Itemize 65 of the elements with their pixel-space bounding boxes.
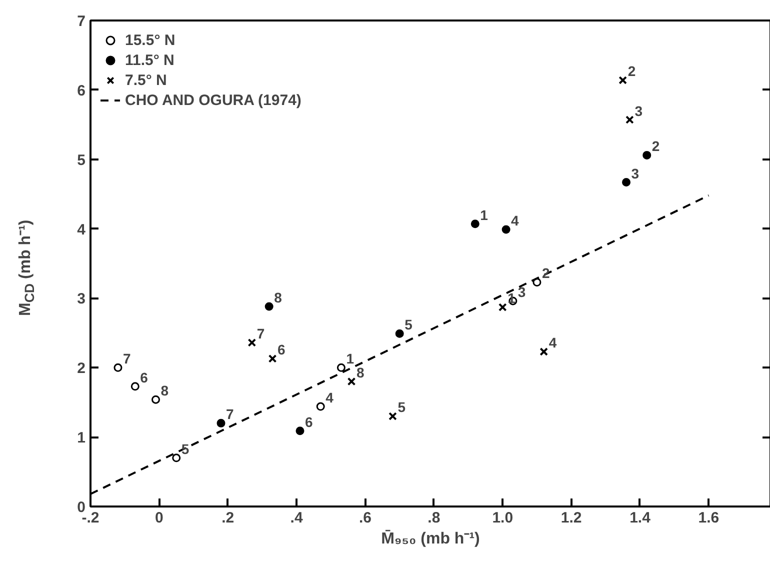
point [618,76,628,84]
point [114,363,122,372]
x-tick-label: 1.6 [698,510,720,526]
annotation: 8 [160,382,169,399]
point [622,178,631,187]
point [498,303,507,312]
y-tick-label: 5 [77,152,86,169]
y-tick-label: 3 [77,290,86,308]
x-tick-label: .8 [428,510,440,526]
x-tick-label: .2 [222,510,234,526]
point [470,220,480,228]
x-tick-label: .4 [290,510,304,526]
point [642,150,652,160]
annotation: 5 [398,399,406,416]
annotation: 8 [274,290,282,306]
y-tick-label: 7 [77,13,86,30]
x-tick-label: 1.4 [630,510,652,526]
point [268,354,277,363]
annotation: 8 [356,364,365,381]
point [347,377,356,386]
annotation: 2 [652,138,660,154]
point [172,454,181,462]
x-tick-label: 1.2 [560,510,582,526]
point [395,329,404,338]
annotation: 1 [480,206,488,223]
x-tick-label: 0 [155,510,164,526]
point [316,402,325,411]
x-tick-label: 1.0 [492,510,514,526]
point [296,426,304,436]
point [248,338,256,347]
point [540,347,548,356]
annotation: 2 [628,63,636,80]
annotation: 3 [518,284,526,300]
legend-label: 7.5° N [125,72,167,88]
point [336,363,346,372]
point [502,225,510,234]
annotation: 7 [226,406,234,422]
annotation: 7 [256,326,265,342]
y-tick-label: 6 [77,82,86,100]
point [216,418,226,428]
point [388,412,397,420]
point [152,395,160,404]
annotation: 5 [404,316,413,333]
x-tick-label: .6 [358,510,372,526]
point [264,302,274,311]
annotation: 7 [122,350,131,367]
annotation: 3 [631,165,640,182]
y-tick-label: 0 [77,499,86,516]
y-tick-label: 1 [77,430,86,447]
annotation: 4 [326,390,334,406]
annotation: 3 [634,102,643,119]
x-axis-title: M̄₉₅₀ (mb h⁻¹) [381,530,480,548]
annotation: 6 [278,342,286,358]
annotation: 6 [140,369,148,386]
point [626,116,634,124]
y-tick-label: 2 [77,360,86,378]
point [130,382,140,391]
legend-label: CHO AND OGURA (1974) [125,92,302,108]
y-tick-label: 4 [77,221,86,238]
annotation: 4 [548,334,557,351]
annotation: 1 [346,350,354,367]
legend-label: 15.5° N [125,32,176,48]
legend-label: 11.5° N [125,52,174,68]
annotation: 4 [511,212,520,228]
annotation: 6 [304,414,313,430]
